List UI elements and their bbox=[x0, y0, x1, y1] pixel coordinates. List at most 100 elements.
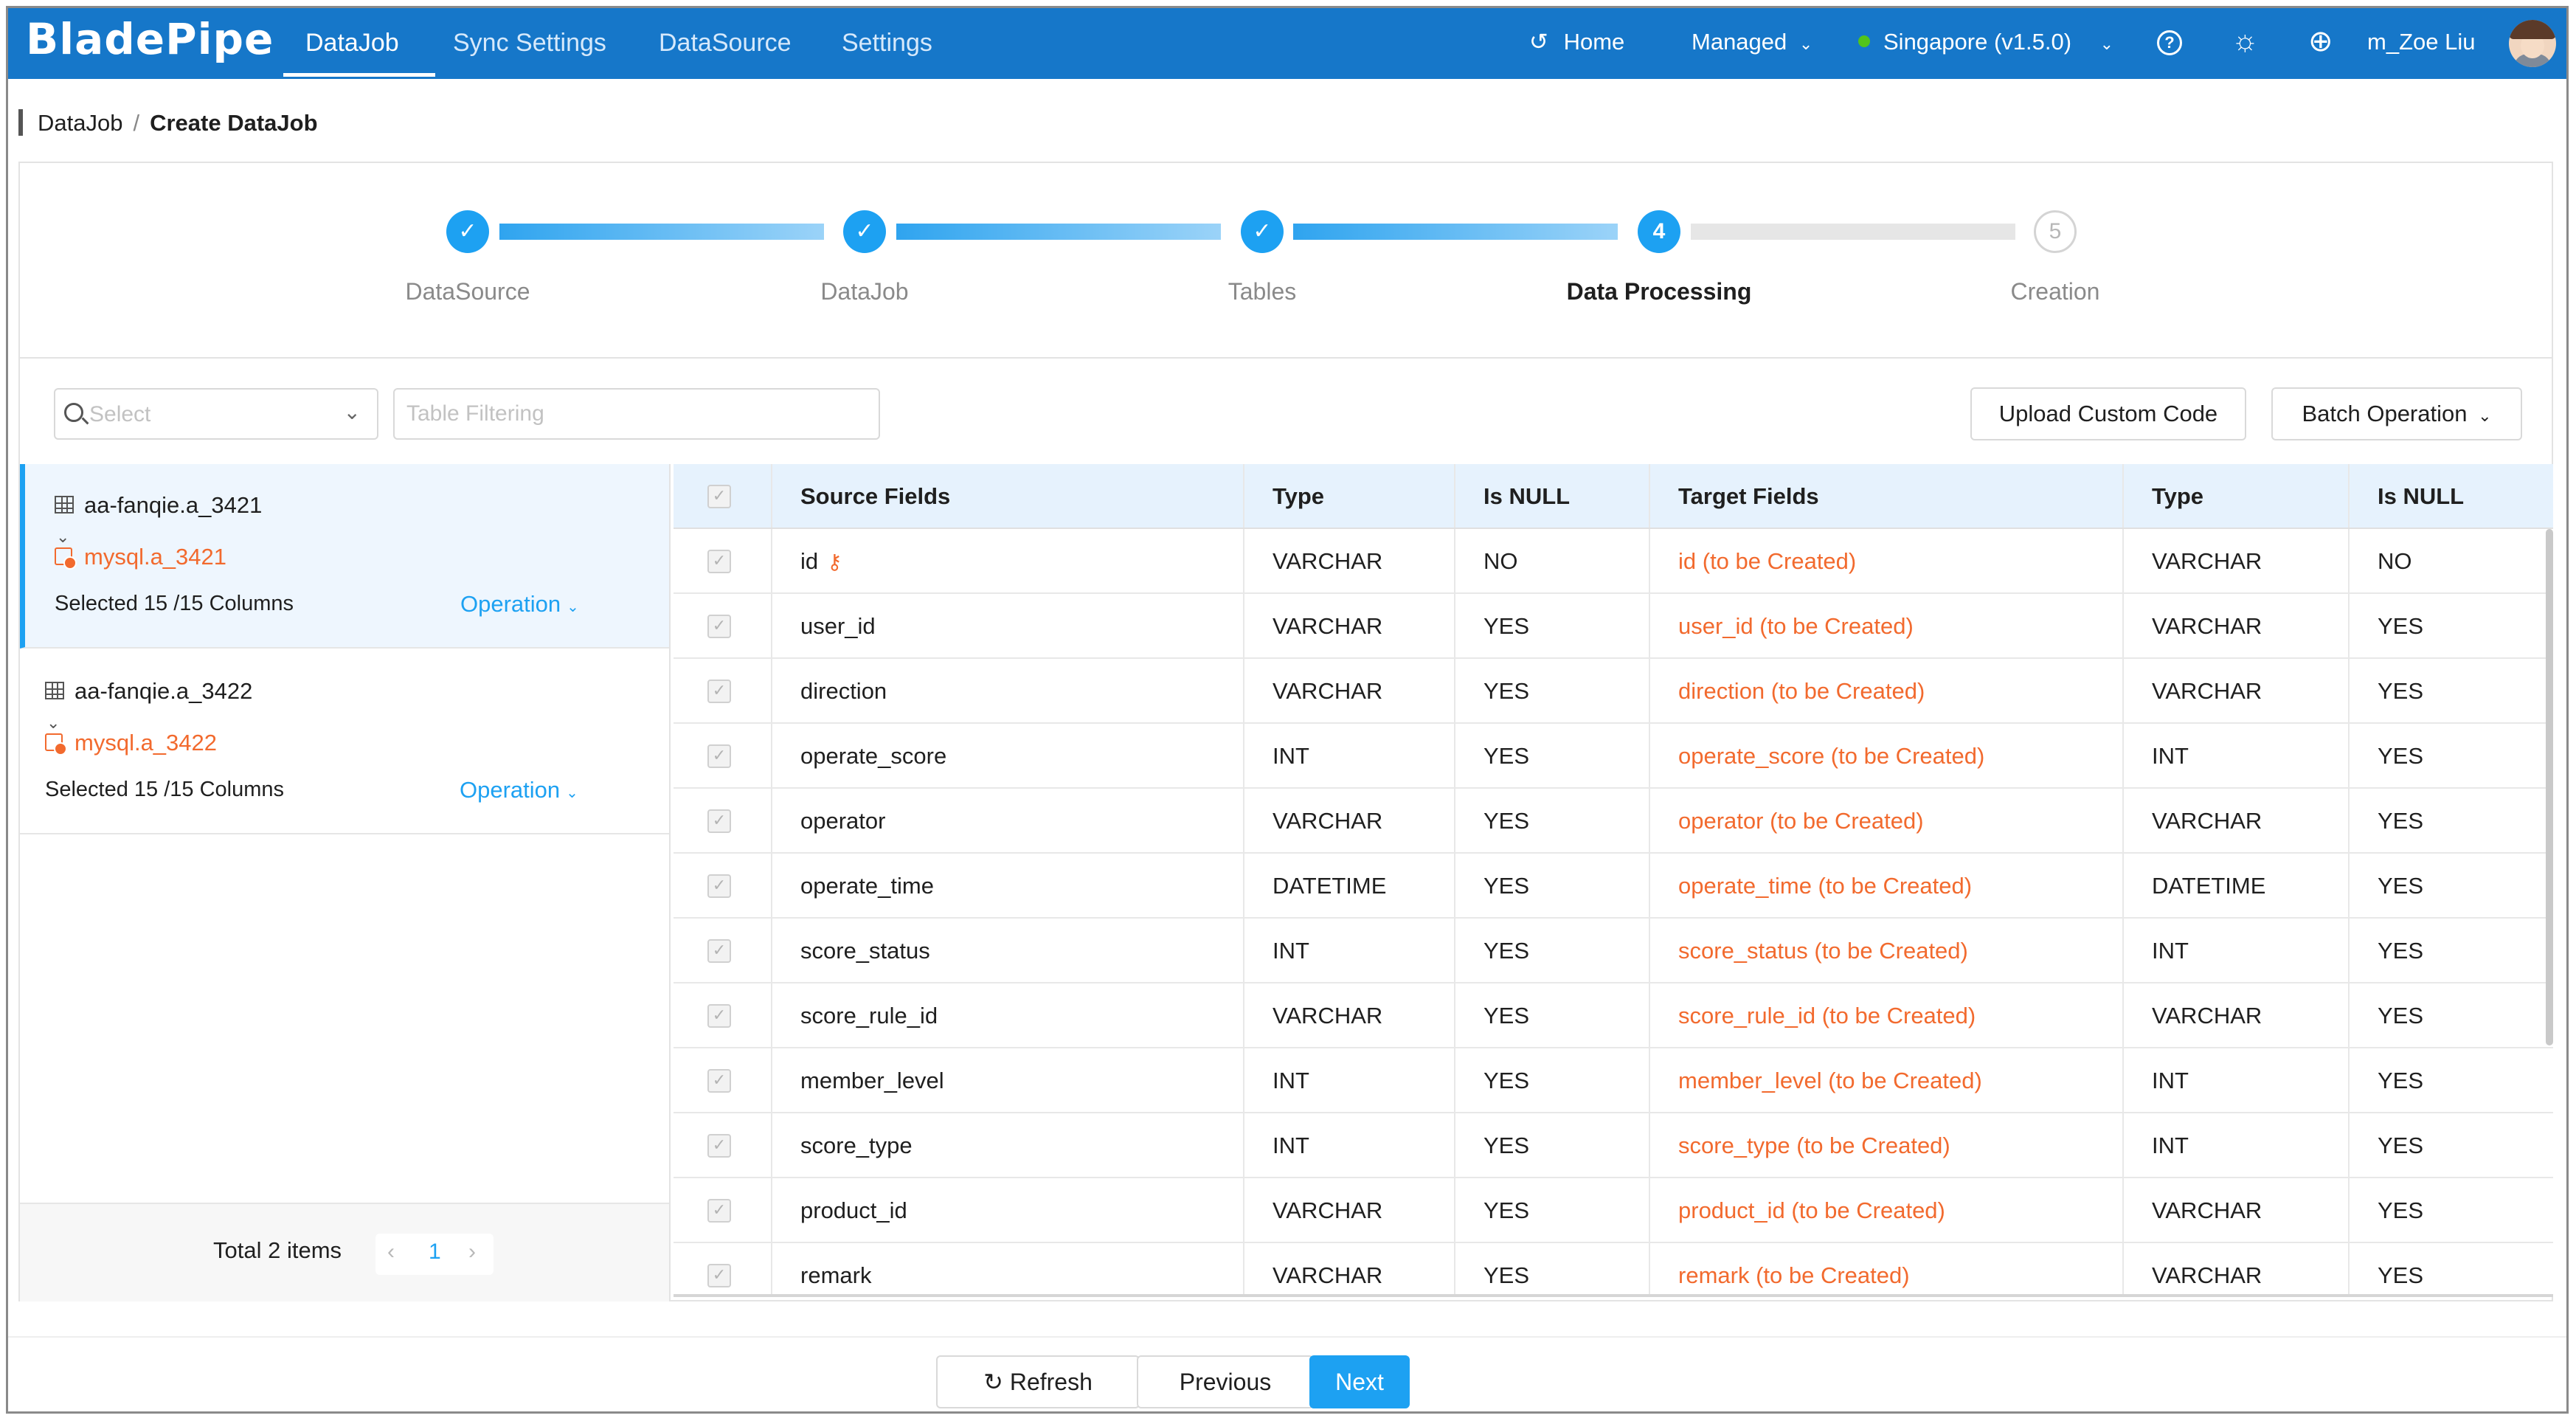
row-checkbox[interactable]: ✓ bbox=[707, 550, 731, 573]
horizontal-scrollbar[interactable] bbox=[674, 1294, 2553, 1297]
target-field-name[interactable]: id (to be Created) bbox=[1678, 548, 1857, 574]
nav-sync-settings[interactable]: Sync Settings bbox=[453, 29, 606, 57]
source-field-type: VARCHAR bbox=[1273, 1003, 1383, 1028]
selected-columns-count: Selected 15 /15 Columns bbox=[55, 592, 294, 615]
row-checkbox[interactable]: ✓ bbox=[707, 939, 731, 963]
source-field-type: INT bbox=[1273, 743, 1309, 769]
source-field-text: id bbox=[800, 548, 819, 574]
table-row: ✓ id ⚷ VARCHAR NO id (to be Created) VARCHAR NO bbox=[674, 529, 2553, 594]
source-field-type: VARCHAR bbox=[1273, 678, 1383, 704]
table-row: ✓ score_type INT YES score_type (to be Creat… bbox=[674, 1113, 2553, 1178]
status-online-dot bbox=[1858, 35, 1870, 47]
target-field-name[interactable]: score_rule_id (to be Created) bbox=[1678, 1003, 1976, 1028]
region-dropdown[interactable]: Singapore (v1.5.0) ⌄ bbox=[1858, 29, 2113, 55]
source-field-is-null: YES bbox=[1483, 743, 1530, 769]
table-grid-icon bbox=[55, 495, 74, 514]
table-row: ✓ operator VARCHAR YES operator (to be Creat… bbox=[674, 789, 2553, 854]
row-checkbox[interactable]: ✓ bbox=[707, 874, 731, 898]
header-target-is-null: Is NULL bbox=[2378, 483, 2465, 509]
row-checkbox[interactable]: ✓ bbox=[707, 1069, 731, 1093]
total-items: Total 2 items bbox=[213, 1237, 342, 1263]
chevron-right-icon[interactable]: › bbox=[468, 1240, 476, 1264]
vertical-scrollbar[interactable] bbox=[2546, 529, 2553, 1045]
target-field-is-null: YES bbox=[2378, 1262, 2424, 1288]
source-field-is-null: YES bbox=[1483, 808, 1530, 834]
table-row: ✓ score_rule_id VARCHAR YES score_rule_id (t… bbox=[674, 983, 2553, 1048]
next-button[interactable]: Next bbox=[1309, 1355, 1410, 1408]
upload-custom-code-button[interactable]: Upload Custom Code bbox=[1970, 387, 2246, 440]
source-field-name: direction bbox=[800, 678, 887, 704]
operation-label: Operation bbox=[460, 777, 561, 803]
table-row: ✓ direction VARCHAR YES direction (to be Cre… bbox=[674, 659, 2553, 724]
source-field-name: member_level bbox=[800, 1068, 944, 1093]
nav-datajob[interactable]: DataJob bbox=[305, 29, 399, 57]
nav-datasource[interactable]: DataSource bbox=[659, 29, 792, 57]
target-field-name[interactable]: product_id (to be Created) bbox=[1678, 1197, 1945, 1223]
row-checkbox[interactable]: ✓ bbox=[707, 809, 731, 833]
target-field-name[interactable]: operator (to be Created) bbox=[1678, 808, 1924, 834]
row-checkbox[interactable]: ✓ bbox=[707, 1199, 731, 1223]
language-globe-icon[interactable]: ⊕ bbox=[2308, 25, 2333, 58]
breadcrumb-parent[interactable]: DataJob bbox=[38, 110, 123, 136]
table-list-item[interactable]: aa-fanqie.a_3421 ⌄ mysql.a_3421 Selected… bbox=[20, 464, 669, 649]
target-field-name[interactable]: score_type (to be Created) bbox=[1678, 1133, 1950, 1158]
source-field-name: user_id bbox=[800, 613, 876, 639]
operation-dropdown[interactable]: Operation ⌄ bbox=[460, 591, 579, 618]
pagination: Total 2 items ‹ 1 › bbox=[20, 1203, 669, 1301]
operation-dropdown[interactable]: Operation ⌄ bbox=[460, 777, 578, 803]
header-target-fields: Target Fields bbox=[1678, 483, 1819, 509]
target-field-is-null: YES bbox=[2378, 1068, 2424, 1093]
source-field-name: operator bbox=[800, 808, 886, 834]
target-field-type: INT bbox=[2152, 938, 2189, 964]
nav-settings[interactable]: Settings bbox=[842, 29, 932, 57]
row-checkbox[interactable]: ✓ bbox=[707, 1004, 731, 1028]
nav-active-indicator bbox=[283, 73, 435, 77]
source-field-name: score_rule_id bbox=[800, 1003, 938, 1028]
user-name[interactable]: m_Zoe Liu bbox=[2367, 29, 2476, 55]
target-table-name: mysql.a_3422 bbox=[75, 730, 218, 756]
home-link[interactable]: ↺ Home bbox=[1529, 29, 1624, 55]
chevron-left-icon[interactable]: ‹ bbox=[387, 1240, 395, 1264]
row-checkbox[interactable]: ✓ bbox=[707, 1264, 731, 1287]
target-field-type: VARCHAR bbox=[2152, 678, 2262, 704]
target-field-name[interactable]: operate_time (to be Created) bbox=[1678, 873, 1973, 899]
logo[interactable]: BladePipe bbox=[26, 14, 274, 64]
select-all-checkbox[interactable]: ✓ bbox=[707, 485, 731, 508]
target-field-name[interactable]: score_status (to be Created) bbox=[1678, 938, 1968, 964]
refresh-button[interactable]: ↻ Refresh bbox=[936, 1355, 1140, 1408]
target-field-is-null: YES bbox=[2378, 743, 2424, 769]
table-filter-input[interactable] bbox=[395, 390, 879, 438]
row-checkbox[interactable]: ✓ bbox=[707, 744, 731, 768]
target-field-is-null: NO bbox=[2378, 548, 2412, 574]
row-checkbox[interactable]: ✓ bbox=[707, 615, 731, 638]
chevron-down-icon: ⌄ bbox=[2099, 35, 2114, 53]
refresh-icon: ↻ bbox=[983, 1369, 1003, 1395]
page-number[interactable]: 1 bbox=[429, 1240, 441, 1264]
help-icon[interactable]: ? bbox=[2157, 30, 2182, 55]
mapping-arrow-icon: ⌄ bbox=[46, 713, 60, 732]
target-field-name[interactable]: operate_score (to be Created) bbox=[1678, 743, 1985, 769]
table-select[interactable]: Select ⌄ bbox=[54, 388, 378, 440]
target-field-name[interactable]: direction (to be Created) bbox=[1678, 678, 1925, 704]
source-field-name: score_status bbox=[800, 938, 930, 964]
target-field-name[interactable]: remark (to be Created) bbox=[1678, 1262, 1910, 1288]
managed-dropdown[interactable]: Managed ⌄ bbox=[1692, 29, 1812, 55]
batch-operation-button[interactable]: Batch Operation ⌄ bbox=[2271, 387, 2522, 440]
batch-operation-label: Batch Operation bbox=[2302, 401, 2468, 426]
row-checkbox[interactable]: ✓ bbox=[707, 680, 731, 703]
row-checkbox[interactable]: ✓ bbox=[707, 1134, 731, 1158]
avatar[interactable] bbox=[2509, 20, 2556, 67]
header-source-is-null: Is NULL bbox=[1483, 483, 1571, 509]
theme-sun-icon[interactable]: ☼ bbox=[2232, 24, 2259, 57]
target-field-name[interactable]: member_level (to be Created) bbox=[1678, 1068, 1982, 1093]
operation-label: Operation bbox=[460, 591, 561, 617]
target-field-type: VARCHAR bbox=[2152, 808, 2262, 834]
source-table: aa-fanqie.a_3422 bbox=[45, 678, 252, 705]
step-label-datajob: DataJob bbox=[820, 278, 909, 305]
previous-button[interactable]: Previous bbox=[1137, 1355, 1314, 1408]
table-row: ✓ score_status INT YES score_status (to be C… bbox=[674, 919, 2553, 983]
table-list-item[interactable]: aa-fanqie.a_3422 ⌄ mysql.a_3422 Selected… bbox=[20, 650, 669, 834]
target-field-name[interactable]: user_id (to be Created) bbox=[1678, 613, 1914, 639]
chevron-down-icon: ⌄ bbox=[2478, 407, 2492, 425]
target-field-is-null: YES bbox=[2378, 678, 2424, 704]
